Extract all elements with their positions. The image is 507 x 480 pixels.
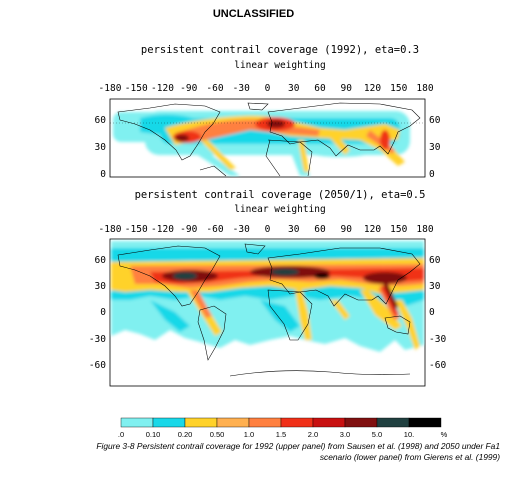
legend-tick-label: 1.0	[243, 430, 255, 439]
upper-lon-tick: -180	[98, 83, 122, 94]
lower-lat-tick-left: -30	[88, 333, 106, 345]
upper-lon-tick: 90	[340, 83, 352, 94]
legend-tick-label: .0	[117, 430, 125, 439]
upper-lon-tick: 0	[264, 83, 271, 94]
legend-tick-label: 0.50	[209, 430, 225, 439]
legend-swatch	[216, 417, 250, 428]
lower-map	[109, 238, 426, 387]
lower-lat-tick-right: -60	[429, 359, 447, 371]
lower-panel-subtitle: linear weighting	[234, 204, 326, 215]
upper-lat-tick-left: 30	[94, 142, 106, 154]
lower-lat-tick-right: 30	[429, 281, 441, 293]
legend-swatch	[376, 417, 410, 428]
caption-line-2: scenario (lower panel) from Gierens et a…	[319, 452, 500, 462]
legend-tick-label: 5.0	[371, 430, 383, 439]
lower-lon-tick: 150	[390, 224, 408, 235]
upper-lon-tick: -90	[180, 83, 198, 94]
upper-lon-tick: 60	[314, 83, 326, 94]
legend-tick-label: 0.10	[145, 430, 161, 439]
legend-swatch	[184, 417, 218, 428]
lower-lon-tick: -150	[124, 224, 148, 235]
lower-panel-title: persistent contrail coverage (2050/1), e…	[134, 189, 426, 201]
lower-lon-tick: 180	[416, 224, 434, 235]
legend-swatch	[408, 417, 442, 428]
lower-lon-tick: -30	[232, 224, 250, 235]
lower-lat-tick-left: 60	[94, 254, 106, 266]
upper-panel-subtitle: linear weighting	[234, 60, 326, 71]
upper-lon-tick: 150	[390, 83, 408, 94]
lower-lon-tick: 0	[264, 224, 271, 235]
classification-header: UNCLASSIFIED	[212, 8, 295, 20]
upper-lon-tick: -120	[151, 83, 174, 94]
lower-lat-tick-left: -60	[88, 359, 106, 371]
legend-unit-label: %	[440, 430, 448, 439]
lower-lon-tick: -120	[151, 224, 174, 235]
lower-lon-tick: -90	[180, 224, 198, 235]
upper-lon-tick: -30	[232, 83, 250, 94]
upper-lon-tick: 30	[288, 83, 300, 94]
legend-swatch	[312, 417, 346, 428]
upper-lon-tick: 120	[363, 83, 382, 94]
upper-lat-tick-right: 0	[429, 169, 435, 181]
color-legend	[120, 417, 442, 428]
legend-swatch	[120, 417, 154, 428]
lower-lon-tick: 30	[288, 224, 300, 235]
upper-lon-tick: -150	[124, 83, 148, 94]
upper-map	[109, 98, 426, 178]
lower-lat-tick-right: 60	[429, 254, 441, 266]
legend-swatch	[344, 417, 378, 428]
upper-lat-tick-left: 0	[100, 169, 106, 181]
legend-swatch	[280, 417, 314, 428]
legend-tick-label: 0.20	[177, 430, 193, 439]
upper-lat-tick-left: 60	[94, 115, 106, 127]
lower-lat-tick-right: 0	[429, 307, 435, 319]
lower-lat-tick-left: 30	[94, 281, 106, 293]
legend-tick-label: 10.	[403, 430, 415, 439]
lower-lon-tick: -180	[98, 224, 122, 235]
upper-panel-title: persistent contrail coverage (1992), eta…	[140, 44, 420, 56]
lower-lat-tick-left: 0	[100, 307, 106, 319]
lower-coastlines	[117, 243, 421, 377]
figure-caption: Figure 3-8 Persistent contrail coverage …	[0, 441, 500, 463]
lower-lon-tick: 90	[340, 224, 352, 235]
upper-coastlines	[117, 102, 421, 177]
legend-swatch	[152, 417, 186, 428]
upper-lon-tick: -60	[206, 83, 224, 94]
caption-line-1: Figure 3-8 Persistent contrail coverage …	[96, 441, 500, 451]
lower-coverage-field	[111, 241, 424, 352]
legend-tick-label: 1.5	[275, 430, 287, 439]
upper-lat-tick-right: 30	[429, 142, 441, 154]
upper-coverage-field	[113, 111, 410, 176]
legend-tick-label: 3.0	[339, 430, 351, 439]
lower-lon-tick: 60	[314, 224, 326, 235]
upper-lon-tick: 180	[416, 83, 434, 94]
lower-lat-tick-right: -30	[429, 333, 447, 345]
legend-swatch	[248, 417, 282, 428]
upper-lat-tick-right: 60	[429, 115, 441, 127]
legend-tick-label: 2.0	[307, 430, 319, 439]
lower-lon-tick: -60	[206, 224, 224, 235]
lower-lon-tick: 120	[363, 224, 382, 235]
